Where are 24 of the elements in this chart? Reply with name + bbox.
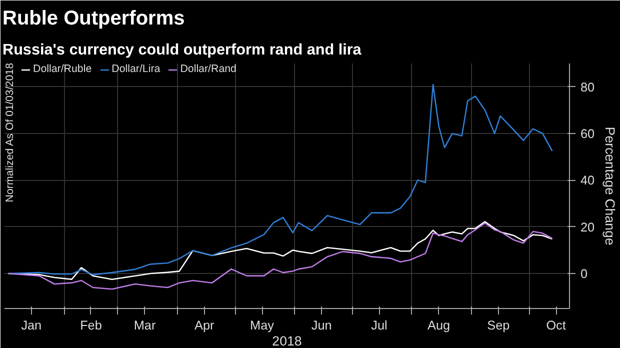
x-tick-label: Mar: [134, 318, 156, 332]
y-tick-label: 60: [580, 127, 595, 141]
legend-title: Normalized As Of 01/03/2018: [4, 63, 16, 202]
x-tick-label: May: [250, 318, 275, 332]
x-axis-title: 2018: [272, 334, 302, 348]
legend-label: Dollar/Rand: [180, 63, 236, 75]
chart-title: Ruble Outperforms: [2, 8, 185, 30]
legend-label: Dollar/Lira: [112, 63, 160, 75]
x-tick-label: Jul: [371, 318, 388, 332]
y-tick-label: 0: [580, 267, 588, 281]
x-tick-label: Feb: [80, 318, 102, 332]
x-tick-label: Oct: [546, 318, 566, 332]
y-tick-label: 20: [580, 220, 595, 234]
x-tick-label: Jun: [311, 318, 332, 332]
chart-subtitle: Russia's currency could outperform rand and lira: [2, 42, 362, 58]
y-tick-label: 40: [580, 174, 595, 188]
line-series: [8, 222, 553, 290]
y-axis-title: Percentage Change: [602, 126, 618, 246]
x-tick-label: Jan: [21, 318, 42, 332]
legend-label: Dollar/Ruble: [33, 63, 92, 75]
y-tick-label: 80: [580, 80, 595, 94]
x-tick-label: Aug: [428, 318, 450, 332]
x-tick-label: Sep: [487, 318, 510, 332]
x-tick-label: Apr: [194, 318, 214, 332]
